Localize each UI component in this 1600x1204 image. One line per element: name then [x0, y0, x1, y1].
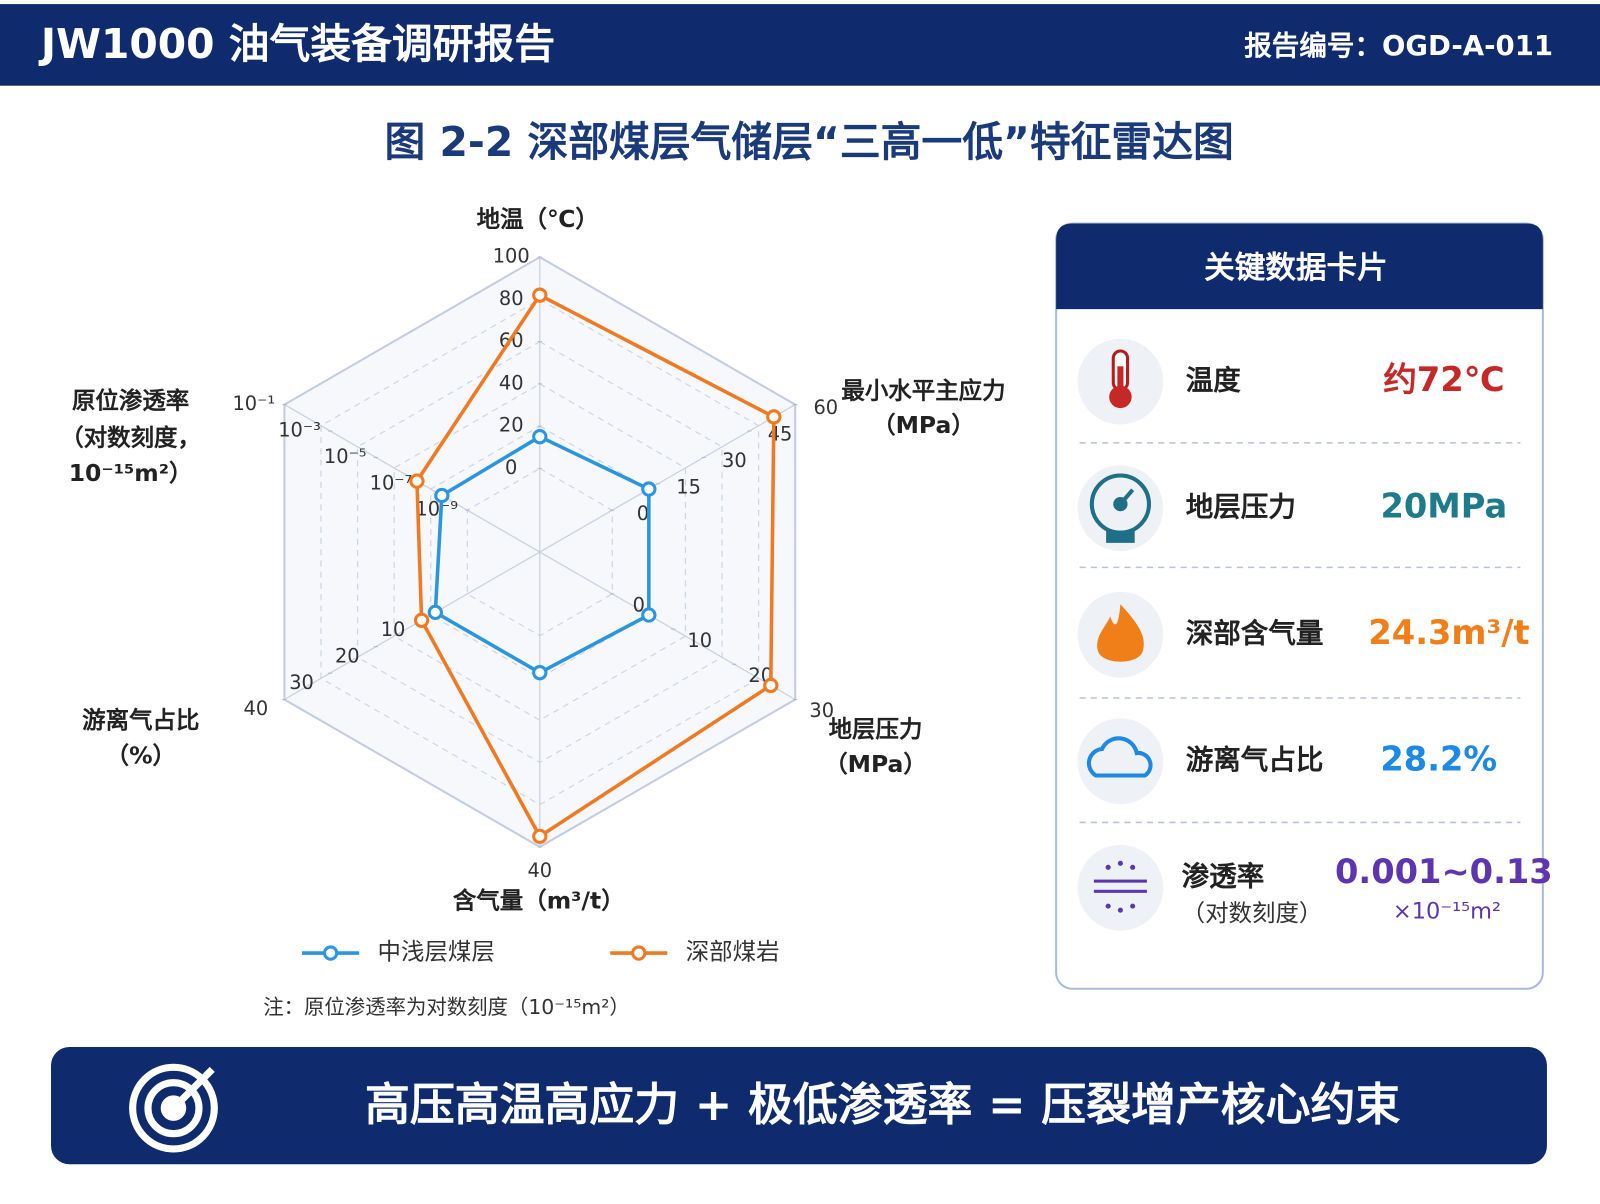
tick-label: 10⁻³: [278, 418, 321, 441]
tick-label: 80: [499, 287, 524, 310]
permeability-icon: [1093, 860, 1147, 913]
tick-label: 40: [499, 371, 524, 394]
axis-spoke: [539, 404, 796, 553]
cloud-icon: [1086, 736, 1153, 778]
axis-label: （对数刻度，: [60, 423, 201, 451]
tick-label: 10: [381, 618, 406, 641]
card-header: [1056, 223, 1543, 310]
series-point: [413, 612, 430, 628]
chart-title: 图 2-2 深部煤层气储层“三高一低”特征雷达图: [385, 118, 1234, 166]
separators: [1079, 442, 1521, 824]
card-unit: ×10⁻¹⁵m²: [1393, 899, 1501, 925]
tick-label: 10⁻⁹: [415, 498, 458, 521]
tick-label: 0: [633, 594, 645, 617]
tick-label: 45: [768, 423, 793, 446]
gauge-icon: [1089, 473, 1152, 543]
series-point: [766, 409, 782, 425]
card-value: 0.001~0.13: [1335, 852, 1553, 891]
series-point: [532, 287, 548, 303]
legend-label: 深部煤岩: [686, 938, 780, 966]
tick-label: 20: [335, 644, 360, 667]
axis-label: 原位渗透率: [72, 387, 189, 415]
banner-text: 高压高温高应力 + 极低渗透率 = 压裂增产核心约束: [365, 1078, 1400, 1131]
axis-label: 10⁻¹⁵m²）: [69, 459, 193, 487]
tick-label: 20: [499, 414, 524, 437]
tick-label: 10⁻¹: [232, 392, 275, 415]
card-value: 28.2%: [1380, 740, 1497, 779]
card-label: 温度: [1186, 365, 1242, 397]
tick-label: 30: [809, 699, 834, 722]
tick-label: 0: [637, 502, 649, 525]
card-label: 地层压力: [1186, 491, 1296, 523]
tick-label: 100: [493, 245, 530, 268]
axis-spoke: [539, 551, 796, 701]
banner: [51, 1046, 1547, 1165]
card-label: 游离气占比: [1186, 744, 1324, 776]
tick-label: 10⁻⁵: [324, 445, 367, 468]
legend-marker: [322, 945, 339, 961]
series-point: [434, 487, 450, 504]
flame-icon: [1097, 604, 1144, 662]
tick-label: 15: [676, 475, 701, 498]
series-point: [641, 481, 657, 497]
axis-label: 含气量（m³/t）: [453, 887, 625, 915]
series-point: [532, 828, 548, 845]
tick-label: 60: [813, 396, 838, 419]
axis-label: 地温（℃）: [477, 205, 599, 233]
legend-marker: [631, 945, 647, 961]
series-point: [763, 677, 779, 694]
thermometer-icon: [1109, 349, 1132, 409]
axis-label: （%）: [106, 742, 176, 770]
chart-note: 注：原位渗透率为对数刻度（10⁻¹⁵m²）: [263, 995, 630, 1019]
tick-label: 0: [505, 456, 517, 479]
tick-label: 30: [289, 671, 314, 694]
tick-label: 40: [244, 697, 269, 720]
series-point: [532, 429, 548, 445]
tick-label: 10: [687, 629, 712, 652]
legend-label: 中浅层煤层: [378, 938, 495, 966]
series-point: [532, 665, 548, 681]
card-value: 20MPa: [1380, 487, 1507, 526]
tick-label: 30: [722, 449, 747, 472]
axis-label: 地层压力: [829, 715, 923, 743]
axis-label: 游离气占比: [82, 706, 199, 734]
header-title: JW1000 油气装备调研报告: [38, 20, 555, 68]
card-title: 关键数据卡片: [1204, 251, 1388, 286]
axis-label: （MPa）: [824, 750, 927, 778]
series-point: [427, 604, 443, 621]
target-icon: [129, 1063, 218, 1153]
card-value: 约72℃: [1383, 360, 1504, 399]
tick-label: 40: [527, 859, 552, 882]
card-sublabel: （对数刻度）: [1182, 899, 1323, 927]
axis-label: 最小水平主应力: [841, 376, 1005, 404]
radar-chart: 地温（℃）020406080100最小水平主应力（MPa）015304560地层…: [60, 205, 1005, 966]
series-point: [409, 473, 425, 489]
axis-label: （MPa）: [872, 411, 975, 439]
card-label: 深部含气量: [1186, 618, 1324, 650]
axis-spoke: [284, 551, 541, 701]
tick-label: 10⁻⁷: [370, 471, 413, 494]
header-bar: [0, 4, 1600, 86]
card-label: 渗透率: [1182, 861, 1265, 893]
card-value: 24.3m³/t: [1368, 613, 1529, 652]
report-number: 报告编号：OGD-A-011: [1244, 30, 1553, 62]
series-point: [641, 607, 657, 623]
